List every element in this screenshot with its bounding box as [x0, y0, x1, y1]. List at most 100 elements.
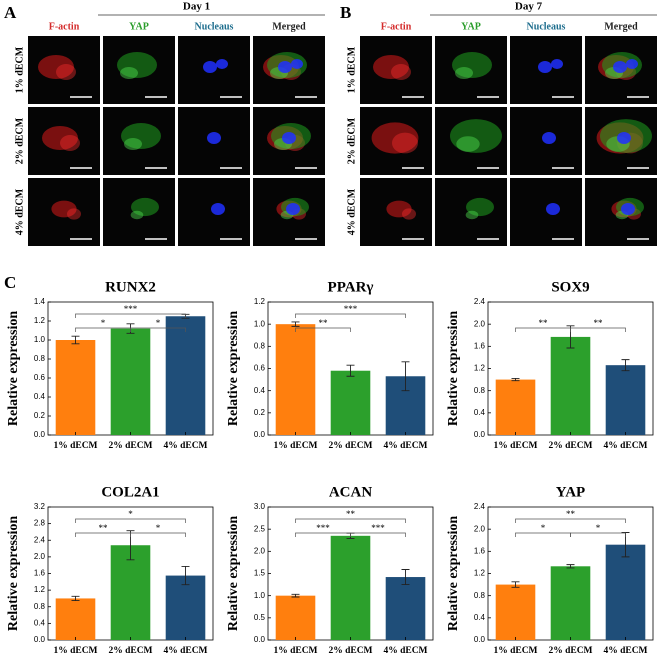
micrograph	[28, 107, 100, 175]
day-title: Day 1	[183, 1, 210, 13]
y-tick-label: 3.2	[34, 502, 46, 511]
significance-bracket	[130, 532, 186, 537]
cell-signal	[278, 61, 292, 73]
y-tick-label: 1.2	[34, 316, 46, 325]
y-tick-label: 1.6	[474, 341, 486, 350]
bar	[605, 544, 646, 640]
cell-signal	[207, 132, 221, 144]
row-label: 1% dECM	[14, 46, 25, 93]
column-header: YAP	[129, 21, 149, 32]
micrograph	[253, 36, 325, 104]
y-tick-label: 0.8	[34, 354, 46, 363]
row-label: 1% dECM	[346, 46, 357, 93]
column-header: Nucleaus	[195, 21, 234, 32]
y-tick-label: 0.4	[34, 392, 46, 401]
cell-signal	[67, 208, 81, 220]
y-tick-label: 1.2	[34, 585, 46, 594]
micrograph	[178, 36, 250, 104]
micrograph	[253, 178, 325, 246]
cell-signal	[216, 59, 228, 69]
chart-title: YAP	[556, 484, 585, 500]
chart-title: SOX9	[551, 279, 589, 295]
x-tick-label: 2% dECM	[548, 441, 592, 451]
error-bar	[71, 335, 80, 345]
y-tick-label: 2.4	[474, 502, 486, 511]
cell-signal	[386, 200, 412, 218]
y-tick-label: 2.4	[34, 535, 46, 544]
significance-label: *	[101, 318, 106, 328]
cell-signal	[282, 132, 296, 144]
y-tick-label: 1.0	[254, 591, 266, 600]
y-tick-label: 1.0	[254, 319, 266, 328]
significance-bracket	[295, 518, 406, 523]
y-axis-label: Relative expression	[6, 311, 21, 426]
significance-label: *	[541, 523, 546, 533]
y-tick-label: 2.8	[34, 519, 46, 528]
row-label: 4% dECM	[346, 188, 357, 235]
panel-label: A	[4, 3, 17, 22]
cell-signal	[402, 208, 416, 220]
micrograph	[585, 178, 657, 246]
y-tick-label: 0.8	[254, 341, 266, 350]
significance-bracket	[75, 518, 186, 523]
y-tick-label: 2.4	[474, 297, 486, 306]
x-tick-label: 2% dECM	[108, 646, 152, 656]
y-tick-label: 2.0	[474, 524, 486, 533]
column-header: Merged	[604, 21, 638, 32]
bar	[110, 545, 151, 640]
x-tick-label: 2% dECM	[328, 441, 372, 451]
significance-label: **	[539, 318, 549, 328]
y-tick-label: 0.2	[254, 408, 266, 417]
cell-signal	[371, 122, 419, 154]
column-header: Nucleaus	[527, 21, 566, 32]
significance-bracket	[515, 532, 571, 537]
micrograph	[585, 36, 657, 104]
x-tick-label: 1% dECM	[493, 441, 537, 451]
micrograph	[253, 107, 325, 175]
cell-signal	[621, 203, 635, 215]
y-tick-label: 1.4	[34, 297, 46, 306]
y-tick-label: 0.0	[474, 430, 486, 439]
y-tick-label: 0.4	[34, 618, 46, 627]
y-axis-label: Relative expression	[446, 516, 461, 631]
significance-label: **	[99, 523, 109, 533]
x-tick-label: 4% dECM	[383, 646, 427, 656]
x-tick-label: 1% dECM	[273, 441, 317, 451]
significance-label: **	[319, 318, 329, 328]
x-tick-label: 4% dECM	[163, 646, 207, 656]
x-tick-label: 2% dECM	[108, 441, 152, 451]
error-bar	[511, 378, 520, 382]
y-tick-label: 2.0	[254, 546, 266, 555]
cell-signal	[617, 132, 631, 144]
column-header: Merged	[272, 21, 306, 32]
y-tick-label: 0.6	[254, 364, 266, 373]
y-tick-label: 0.5	[254, 613, 266, 622]
cell-signal	[121, 123, 161, 149]
micrograph	[585, 107, 657, 175]
micrograph	[28, 36, 100, 104]
y-tick-label: 2.0	[474, 319, 486, 328]
cell-signal	[291, 59, 303, 69]
y-tick-label: 0.0	[474, 635, 486, 644]
error-bar	[511, 581, 520, 588]
y-tick-label: 1.6	[474, 546, 486, 555]
y-tick-label: 0.2	[34, 411, 46, 420]
y-tick-label: 1.2	[474, 569, 486, 578]
bar	[330, 370, 371, 435]
significance-bracket	[570, 532, 626, 537]
error-bar	[566, 564, 575, 569]
row-label: 2% dECM	[346, 117, 357, 164]
cell-signal	[542, 132, 556, 144]
cell-signal	[450, 119, 502, 153]
micrograph	[360, 36, 432, 104]
x-tick-label: 4% dECM	[603, 646, 647, 656]
cell-signal	[131, 197, 159, 217]
micrograph	[103, 107, 175, 175]
bar	[495, 584, 536, 640]
bar	[495, 379, 536, 435]
column-header: F-actin	[381, 21, 412, 32]
cell-signal	[124, 138, 142, 150]
cell-signal	[203, 61, 217, 73]
significance-bracket	[295, 313, 406, 318]
x-tick-label: 1% dECM	[53, 646, 97, 656]
